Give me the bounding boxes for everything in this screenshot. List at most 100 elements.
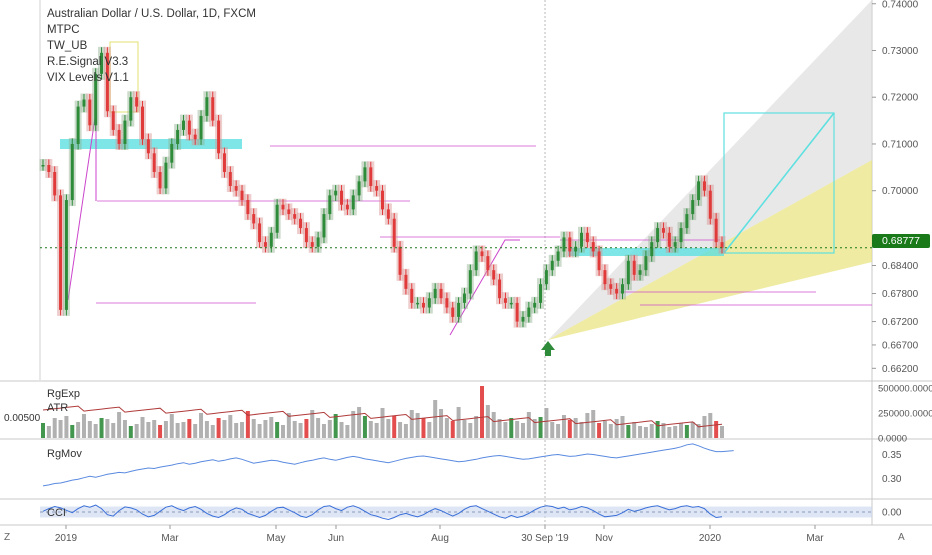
volume-pane-label[interactable]: RgExp [47, 388, 81, 400]
candle-body [375, 186, 379, 191]
volume-bar [146, 422, 151, 438]
volume-bar [643, 427, 648, 438]
candle-body [263, 242, 267, 247]
atr-line [42, 405, 723, 428]
volume-bar [87, 421, 92, 438]
y-tick-label: 500000.0000 [878, 384, 932, 395]
candle-body [328, 195, 332, 215]
candle-body [615, 288, 619, 294]
volume-bar [304, 419, 309, 438]
cci-pane-label[interactable]: CCI [47, 507, 66, 519]
candle-body [457, 302, 461, 317]
candle-body [59, 195, 63, 310]
y-tick-label: 0.67800 [882, 289, 919, 300]
candle-body [299, 218, 303, 229]
candle-body [574, 246, 578, 252]
volume-bar [585, 413, 590, 438]
candle-body [404, 274, 408, 289]
candle-body [527, 307, 531, 317]
volume-bar [556, 424, 561, 438]
rgmov-pane-label[interactable]: RgMov [47, 448, 82, 460]
candle-body [176, 129, 180, 144]
candle-body [158, 172, 162, 189]
volume-bar [275, 422, 280, 438]
volume-bar [99, 418, 104, 438]
indicator-label[interactable]: VIX Levels V1.1 [47, 72, 129, 84]
y-tick-label: 0.73000 [882, 46, 919, 57]
rgmov-line [42, 443, 734, 487]
candle-body [667, 232, 671, 247]
candle-body [351, 195, 355, 210]
candle-body [656, 228, 660, 243]
candle-body [76, 106, 80, 144]
volume-bar [263, 420, 268, 438]
candle-body [416, 302, 420, 305]
candle-body [187, 120, 191, 135]
candle-body [340, 190, 344, 205]
indicator-label[interactable]: MTPC [47, 24, 80, 36]
candle-body [293, 214, 297, 219]
volume-bar [58, 420, 63, 438]
x-tick-label: 30 Sep '19 [521, 533, 569, 544]
volume-bar [620, 416, 625, 438]
candle-body [626, 260, 630, 285]
volume-bar [720, 426, 724, 438]
volume-bar [286, 413, 291, 438]
volume-bar [41, 423, 45, 438]
candle-body [468, 270, 472, 294]
volume-bar [111, 423, 116, 438]
candle-body [644, 256, 648, 271]
candle-body [258, 223, 262, 243]
candle-body [64, 200, 68, 310]
volume-bar [316, 418, 321, 438]
candle-body [410, 288, 414, 303]
volume-bar [345, 425, 350, 438]
volume-bar [702, 416, 707, 438]
candle-body [533, 302, 537, 308]
candle-body [609, 284, 613, 289]
volume-bar [357, 407, 362, 438]
candle-body [603, 270, 607, 285]
volume-bar [661, 423, 666, 438]
candle-body [222, 153, 226, 173]
candle-body [70, 143, 74, 201]
candle-body [345, 204, 349, 210]
volume-bar [199, 413, 204, 438]
y-tick-label: 0.00 [882, 508, 902, 519]
volume-bar [298, 423, 303, 438]
volume-bar [462, 420, 467, 438]
volume-bar [591, 410, 596, 438]
indicator-label[interactable]: TW_UB [47, 40, 88, 52]
x-tick-label: 2020 [699, 533, 722, 544]
volume-bar [696, 424, 701, 438]
indicator-label[interactable]: R.E.Signal V3.3 [47, 56, 129, 68]
candle-body [117, 129, 121, 144]
candle-body [720, 242, 724, 248]
auto-scale-icon[interactable]: A [898, 532, 905, 543]
volume-bar [181, 422, 186, 438]
candle-body [269, 232, 273, 247]
volume-bar [122, 420, 127, 438]
volume-bar [520, 423, 525, 438]
zoom-icon[interactable]: Z [4, 532, 11, 543]
candle-body [585, 232, 589, 243]
volume-bar [503, 422, 508, 438]
candle-body [556, 251, 560, 261]
y-tick-label: 0.71000 [882, 139, 919, 150]
chart-title: Australian Dollar / U.S. Dollar, 1D, FXC… [47, 8, 256, 20]
target-arrow [723, 112, 835, 254]
last-price-badge: 0.68777 [872, 234, 930, 248]
volume-bar [632, 422, 637, 438]
candle-body [287, 209, 291, 215]
volume-bar [280, 425, 285, 438]
volume-bar [450, 421, 455, 438]
atr-pane-label[interactable]: ATR [47, 402, 69, 414]
candle-body [381, 190, 384, 210]
candle-body [679, 228, 683, 243]
candle-body [275, 204, 279, 233]
candle-body [228, 172, 232, 187]
candle-body [691, 200, 695, 215]
candle-body [41, 164, 45, 167]
